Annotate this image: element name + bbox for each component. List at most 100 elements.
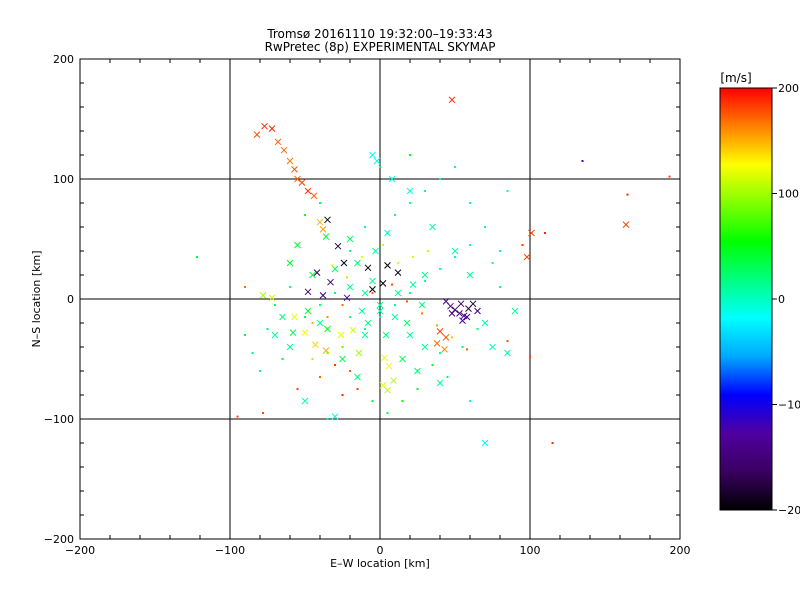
dot-point bbox=[476, 328, 479, 330]
dot-point bbox=[274, 304, 276, 306]
colorbar bbox=[719, 87, 773, 511]
dot-point bbox=[281, 358, 284, 360]
cross-point bbox=[433, 340, 441, 347]
cross-point bbox=[286, 343, 294, 351]
cross-point bbox=[436, 328, 444, 335]
cross-point bbox=[474, 307, 481, 315]
cross-point bbox=[309, 271, 316, 279]
x-tick-label: 0 bbox=[377, 544, 384, 557]
dot-point bbox=[451, 336, 453, 339]
dot-point bbox=[581, 160, 584, 162]
dot-point bbox=[304, 316, 306, 318]
cross-point bbox=[327, 278, 334, 286]
cross-point bbox=[319, 292, 327, 299]
cross-point bbox=[364, 264, 372, 272]
dot-point bbox=[319, 304, 321, 306]
dot-point bbox=[439, 178, 441, 180]
cross-point bbox=[523, 253, 531, 261]
y-tick-label: −200 bbox=[44, 533, 74, 546]
cross-point bbox=[304, 288, 312, 296]
cross-point bbox=[406, 331, 414, 339]
dot-point bbox=[401, 400, 404, 402]
dot-point bbox=[409, 154, 411, 156]
cross-point bbox=[364, 319, 372, 327]
dot-point bbox=[341, 304, 344, 306]
dot-point bbox=[439, 352, 441, 354]
cross-point bbox=[339, 355, 346, 363]
y-tick-label: −100 bbox=[44, 413, 74, 426]
cross-point bbox=[409, 281, 417, 288]
cross-point bbox=[447, 302, 454, 310]
cross-point bbox=[331, 265, 339, 273]
cross-point bbox=[340, 259, 348, 267]
colorbar-label: [m/s] bbox=[720, 71, 751, 85]
dot-point bbox=[326, 316, 329, 318]
cross-point bbox=[324, 325, 331, 333]
cross-point bbox=[379, 280, 387, 287]
cross-point bbox=[466, 271, 474, 279]
dot-point bbox=[361, 256, 363, 258]
axis-ticks bbox=[79, 58, 681, 540]
dot-point bbox=[311, 322, 314, 324]
cross-point bbox=[286, 157, 294, 165]
cross-point bbox=[448, 96, 456, 104]
dot-point bbox=[346, 276, 348, 279]
cross-point bbox=[385, 362, 393, 370]
cross-point bbox=[355, 349, 363, 357]
dot-point bbox=[379, 166, 381, 168]
x-tick-labels: −200 −100 0 100 200 bbox=[65, 544, 691, 557]
chart-subtitle: RwPretec (8p) EXPERIMENTAL SKYMAP bbox=[265, 40, 496, 54]
cross-point bbox=[442, 334, 450, 341]
cross-point bbox=[429, 223, 436, 231]
colorbar-tick-label: 0 bbox=[778, 293, 785, 306]
grid-lines bbox=[80, 59, 680, 539]
dot-point bbox=[412, 256, 414, 258]
dot-point bbox=[668, 175, 671, 178]
dot-point bbox=[251, 352, 254, 354]
dot-point bbox=[394, 304, 396, 306]
cross-point bbox=[322, 233, 330, 240]
dot-point bbox=[466, 348, 468, 351]
cross-point bbox=[463, 313, 471, 321]
y-tick-label: 200 bbox=[53, 53, 74, 66]
cross-point bbox=[369, 151, 376, 159]
cross-point bbox=[382, 331, 390, 339]
y-tick-labels: −200 −100 0 100 200 bbox=[44, 53, 74, 546]
cross-point bbox=[373, 157, 381, 165]
cross-point bbox=[358, 307, 366, 315]
dot-point bbox=[349, 316, 351, 318]
dot-point bbox=[427, 250, 429, 252]
dot-point bbox=[416, 388, 419, 390]
dot-point bbox=[341, 394, 344, 396]
dot-point bbox=[196, 256, 198, 258]
y-tick-label: 0 bbox=[67, 293, 74, 306]
dot-point bbox=[334, 364, 336, 366]
cross-point bbox=[421, 343, 429, 351]
cross-point bbox=[441, 346, 448, 353]
cross-point bbox=[253, 131, 261, 138]
dot-point bbox=[371, 292, 374, 294]
cross-point bbox=[310, 192, 318, 200]
dot-point bbox=[262, 412, 264, 414]
dot-point bbox=[397, 262, 399, 264]
dot-point bbox=[296, 388, 299, 390]
cross-point bbox=[304, 187, 312, 195]
cross-point bbox=[414, 367, 421, 375]
cross-point bbox=[622, 221, 630, 228]
dot-point bbox=[326, 352, 329, 354]
cross-point bbox=[261, 122, 268, 130]
cross-point bbox=[459, 317, 466, 324]
dot-point bbox=[484, 226, 486, 228]
colorbar-tick-label: 100 bbox=[778, 188, 799, 201]
cross-point bbox=[391, 313, 399, 321]
x-tick-label: −100 bbox=[215, 544, 245, 557]
cross-point bbox=[291, 313, 298, 321]
dot-point bbox=[394, 214, 396, 216]
dot-point bbox=[424, 190, 426, 192]
cross-point bbox=[271, 331, 279, 339]
cross-point bbox=[418, 301, 426, 309]
dot-point bbox=[319, 202, 321, 204]
cross-point bbox=[337, 331, 345, 339]
dot-point bbox=[406, 300, 408, 303]
dot-point bbox=[421, 312, 423, 315]
